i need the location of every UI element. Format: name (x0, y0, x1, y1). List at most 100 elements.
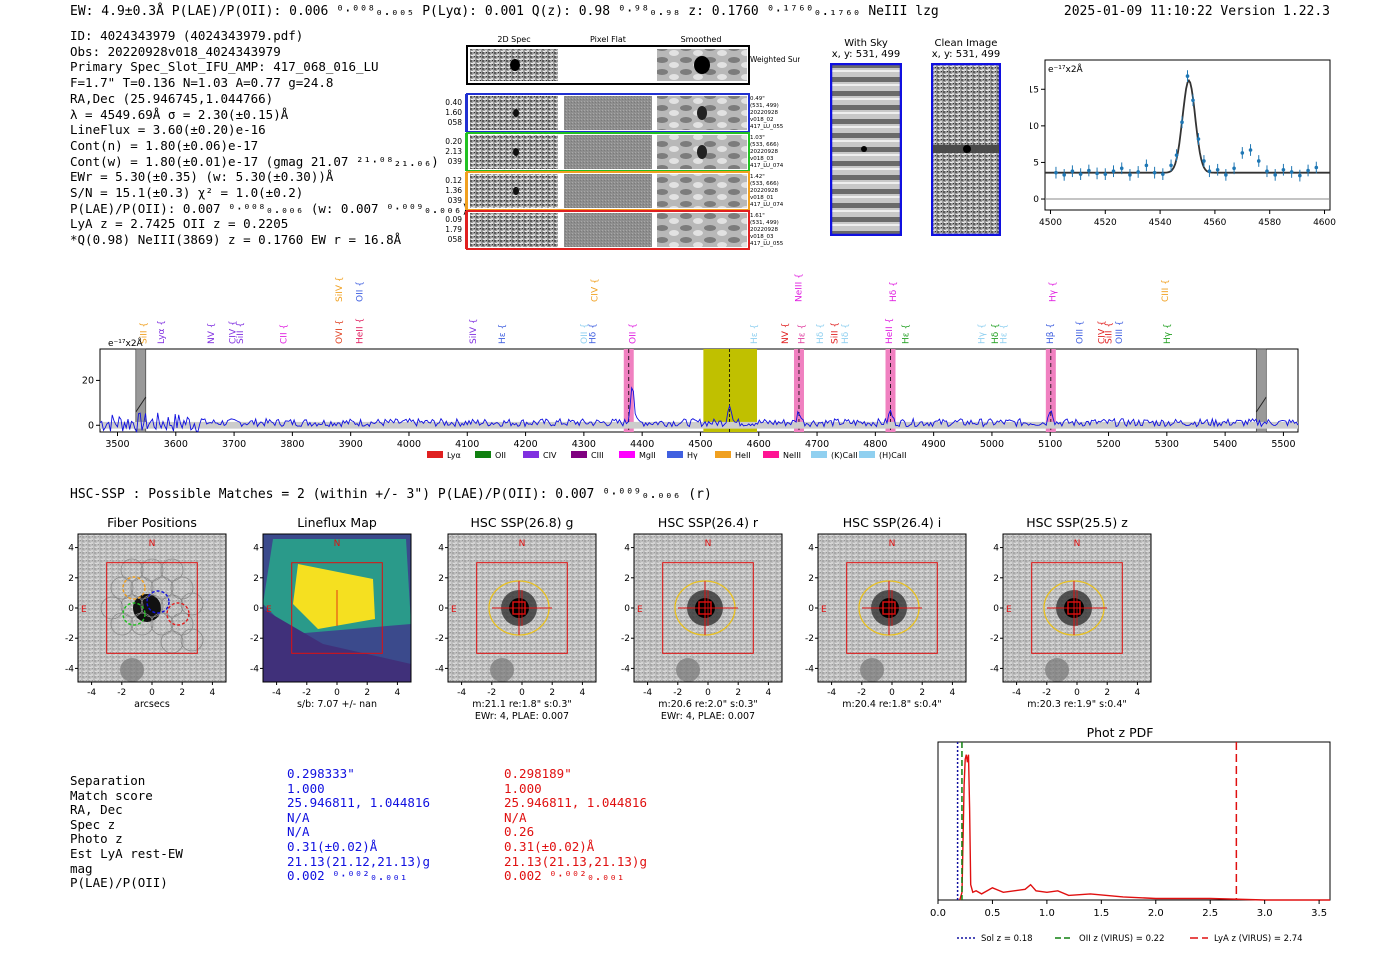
panel-caption: m:20.6 re:2.0" s:0.3" (658, 699, 758, 710)
table-value-blue: 1.000 (287, 780, 325, 796)
panel-caption: m:20.4 re:1.8" s:0.4" (842, 699, 942, 710)
panel-ytick-label: -4 (805, 664, 814, 674)
spectrum-line-band (1045, 349, 1056, 432)
panel-north-label: N (519, 539, 526, 549)
cutout-meta: v018_03 (750, 156, 774, 162)
spectrum-line-label: SiII { (236, 322, 246, 344)
info-line: RA,Dec (25.946745,1.044766) (70, 90, 274, 106)
cutout-meta: v018_03 (750, 234, 774, 240)
cutout-pixel-flat (564, 213, 652, 247)
panel-fiber: Fiber Positions N E -4 -2 0 2 4 arcsecs (75, 515, 227, 710)
cutout-meta: 20220928 (750, 149, 778, 155)
info-line: S/N = 15.1(±0.3) χ² = 1.0(±0.2) (70, 185, 304, 201)
lineflux-low (263, 609, 411, 682)
zoom-ytick-label: 15 (1030, 85, 1039, 95)
spectrum-legend-swatch (811, 451, 827, 458)
zoom-data-point (1103, 172, 1108, 176)
spectrum-hatched-band (135, 348, 147, 433)
spectrum-xtick-label: 5000 (980, 439, 1004, 450)
zoom-data-point (1240, 151, 1245, 155)
panel-hsc: HSC SSP(26.4) r N E -4 -2 0 2 4 m:20.6 re:2.0" s… (631, 515, 783, 722)
panel-ytick-label: 4 (68, 544, 74, 554)
zoom-xtick-label: 4600 (1313, 218, 1336, 228)
spectrum-xtick-label: 4800 (863, 439, 887, 450)
fiber-circle (160, 594, 184, 618)
spectrum-xtick-label: 4600 (747, 439, 771, 450)
spectrum-legend-swatch (763, 451, 779, 458)
panel-ytick-label: -4 (250, 664, 259, 674)
photz-pdf-chart: Phot z PDF 0.0 0.5 1.0 1.5 2.0 2.5 3.0 3.5 Sol z… (930, 725, 1331, 944)
fiber-highlight (122, 576, 146, 600)
zoom-data-point (1062, 173, 1066, 177)
spectrum-error-band (100, 421, 1298, 429)
spectrum-line-label: HeII { (355, 318, 365, 344)
panel-east-label: E (266, 605, 272, 615)
panel-ytick-label: 2 (438, 574, 444, 584)
clean-image (931, 63, 1001, 236)
pdf-xtick-label: 2.5 (1202, 908, 1218, 919)
header-summary: EW: 4.9±0.3Å P(LAE)/P(OII): 0.006 ⁰·⁰⁰⁸₀… (70, 4, 939, 19)
zoom-data-point (1128, 173, 1132, 177)
panel-xtick-label: 2 (364, 688, 370, 698)
cutout-meta: 417_LU_074 (750, 202, 784, 208)
zoom-data-point (1087, 168, 1091, 173)
zoom-ytick-label: 10 (1030, 122, 1039, 132)
zoom-data-point (1314, 165, 1319, 170)
spectrum-line-label: SiII { (1105, 322, 1115, 344)
info-line: EWr = 5.30(±0.35) (w: 5.30(±0.30))Å (70, 169, 334, 185)
spectrum-xtick-label: 4300 (572, 439, 596, 450)
panel-ytick-label: -4 (621, 664, 630, 674)
panel-east-label: E (81, 605, 87, 615)
panel-xtick-label: 2 (1104, 688, 1110, 698)
zoom-data-point (1144, 163, 1149, 168)
info-line: λ = 4549.69Å σ = 2.30(±0.15)Å (70, 106, 289, 122)
panel-neighbor-source (860, 658, 884, 682)
spectrum-legend-label: HeII (735, 451, 751, 460)
clean-image-label: Clean Image (934, 38, 998, 49)
match-table-red: 0.298189" 1.000 25.946811, 1.044816 N/A 0.26… (504, 766, 647, 884)
panel-caption: arcsecs (134, 699, 170, 710)
weighted-sum-label: Weighted Sum (750, 55, 800, 64)
fiber-circle (100, 596, 124, 620)
spectrum-line-label: Hγ { (977, 323, 987, 344)
panel-xtick-label: 2 (179, 688, 185, 698)
panel-xtick-label: -4 (272, 688, 281, 698)
spectrum-line-label: OVI { (335, 320, 345, 344)
spectrum-line-label: Hγ { (1049, 281, 1059, 302)
with-sky-title: With Sky x, y: 531, 499 (826, 38, 906, 60)
zoom-data-point (1273, 173, 1277, 177)
panel-north-label: N (889, 539, 896, 549)
panel-neighbor-source (1045, 658, 1069, 682)
with-sky-coords: x, y: 531, 499 (831, 49, 901, 60)
match-table-labels: Separation Match score RA, Dec Spec z Photo … (70, 773, 183, 891)
fiber-circle (150, 576, 174, 600)
panel-xtick-label: 4 (950, 688, 956, 698)
cutout-header-2dspec: 2D Spec (497, 35, 530, 44)
panel-hsc: HSC SSP(25.5) z N E -4 -2 0 2 4 m:20.3 re:1.9" s… (1000, 515, 1152, 710)
table-label: Separation (70, 773, 146, 788)
panel-lineflux: Lineflux Map N E -4 -2 0 2 4 s/b: 7.07 +/- nan (260, 515, 412, 710)
cutout-stat: 1.60 (445, 108, 462, 117)
cutout-meta: 1.42" (750, 174, 765, 180)
info-line: LineFlux = 3.60(±0.20)e-16 (70, 122, 266, 138)
spectrum-legend-swatch (619, 451, 635, 458)
panel-xtick-label: 4 (1135, 688, 1141, 698)
cutout-stat: 039 (448, 196, 463, 205)
panel-ytick-label: 2 (253, 574, 259, 584)
info-line: ID: 4024343979 (4024343979.pdf) (70, 28, 304, 43)
panel-yaxis: -4 -2 0 2 4 (805, 544, 814, 675)
fiber-highlight (122, 602, 146, 626)
table-label: Est LyA rest-EW (70, 845, 183, 861)
panel-neighbor-source (676, 658, 700, 682)
cutout-2dspec (470, 213, 558, 247)
table-label: Match score (70, 787, 153, 803)
fiber-circle (140, 558, 164, 582)
panel-ytick-label: 0 (68, 604, 74, 614)
spectrum-xtick-label: 5100 (1038, 439, 1062, 450)
panel-yaxis: -4 -2 0 2 4 (621, 544, 630, 675)
spectrum-line-label: Hδ { (889, 281, 899, 302)
spectrum-line-label: CII { (280, 324, 290, 344)
zoom-data-point (1078, 172, 1083, 176)
zoom-data-point (1202, 159, 1206, 163)
spectrum-xtick-label: 5200 (1096, 439, 1120, 450)
